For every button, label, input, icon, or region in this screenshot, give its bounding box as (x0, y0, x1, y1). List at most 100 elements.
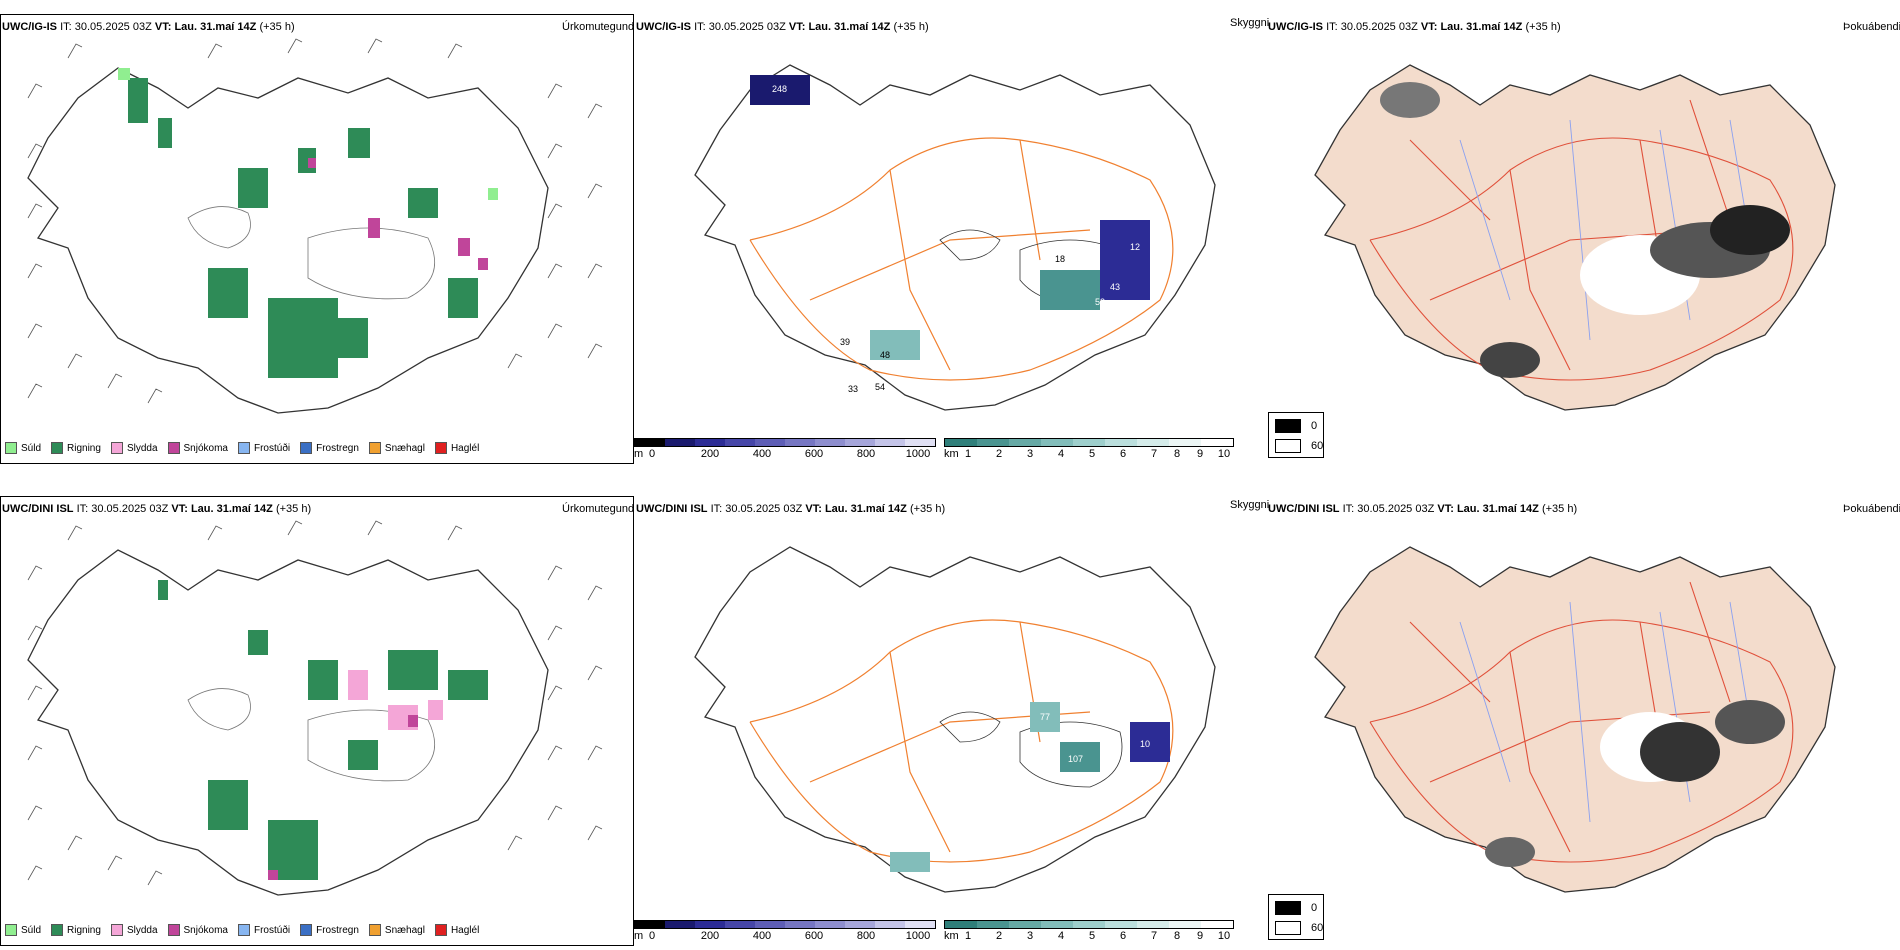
legend-item-frostudi: Frostúði (237, 442, 290, 454)
swatch-sudd-2 (5, 924, 17, 936)
panel-header-2b: UWC/DINI ISL IT: 30.05.2025 03Z VT: Lau.… (636, 503, 946, 515)
swatch-frostregn (300, 442, 313, 454)
vis-label-1-6: 39 (840, 337, 850, 347)
visibility-tick-2-2: 3 (1026, 930, 1034, 942)
cloudbase-ticks-1: m 0 200 400 600 800 1000 (634, 447, 936, 461)
legend-item-frostregn: Frostregn (300, 442, 359, 454)
wind-barbs-1 (27, 38, 603, 404)
precip-rain-areas-1 (128, 78, 478, 378)
swatch-frostregn-2 (300, 924, 313, 936)
swatch-frostudi-2 (237, 924, 250, 936)
swatch-haglel (434, 442, 447, 454)
visibility-tick-2-7: 8 (1173, 930, 1181, 942)
wind-barbs-2 (27, 520, 603, 886)
visibility-tick-1-3: 4 (1057, 448, 1065, 460)
legend-item-slydda: Slydda (110, 442, 158, 454)
vis-label-2-2: 10 (1140, 739, 1150, 749)
fog-map-1 (1314, 64, 1836, 411)
visibility-unit-1: km (944, 448, 959, 460)
cloud-title-2: Skyggni (1230, 499, 1270, 511)
swatch-sudd (5, 442, 17, 454)
swatch-snjokoma (167, 442, 180, 454)
swatch-snjokoma-2 (167, 924, 180, 936)
swatch-rigning (51, 442, 64, 454)
cloudbase-tick-1-3: 600 (804, 448, 824, 460)
cloudbase-tick-2-5: 1000 (905, 930, 931, 942)
swatch-snaehagl-2 (368, 924, 381, 936)
cloudbase-tick-1-4: 800 (856, 448, 876, 460)
precip-type-panel-1: Súld Rigning Slydda Snjókoma Frostúði Fr… (0, 14, 634, 464)
swatch-haglel-2 (434, 924, 447, 936)
cloudbase-ticks-2: m 0 200 400 600 800 1000 (634, 929, 936, 943)
cloudbase-tick-2-1: 200 (700, 930, 720, 942)
visibility-tick-2-5: 6 (1119, 930, 1127, 942)
precip-title-2: Úrkomutegund (562, 503, 635, 515)
visibility-tick-1-4: 5 (1088, 448, 1096, 460)
visibility-colorbar-2: km 1 2 3 4 5 6 7 8 9 10 (944, 920, 1234, 943)
low-visibility-areas-1 (750, 75, 1150, 360)
swatch-slydda (110, 442, 123, 454)
visibility-tick-2-4: 5 (1088, 930, 1096, 942)
precip-type-panel-2: Súld Rigning Slydda Snjókoma Frostúði Fr… (0, 496, 634, 946)
cloud-legend-row-white-1: 60 (1275, 439, 1323, 453)
legend-item-sudd-2: Súld (5, 924, 41, 936)
visibility-tick-1-5: 6 (1119, 448, 1127, 460)
cloudbase-tick-2-3: 600 (804, 930, 824, 942)
legend-item-snaehagl: Snæhagl (368, 442, 425, 454)
cloudbase-tick-1-2: 400 (752, 448, 772, 460)
visibility-ticks-1: km 1 2 3 4 5 6 7 8 9 10 (944, 447, 1234, 461)
precip-map-2 (27, 520, 603, 896)
cloud-swatch-black-2 (1275, 901, 1301, 915)
panel-header-2c: UWC/DINI ISL IT: 30.05.2025 03Z VT: Lau.… (1268, 503, 1578, 515)
visibility-value-labels-2: 77 107 10 (1040, 712, 1150, 764)
cloudbase-colorbar-1: m 0 200 400 600 800 1000 (634, 438, 936, 461)
precip-legend-1: Súld Rigning Slydda Snjókoma Frostúði Fr… (5, 442, 479, 454)
visibility-bar-2 (944, 920, 1234, 929)
cloudbase-tick-1-0: 0 (648, 448, 656, 460)
visibility-map-2: 77 107 10 (694, 546, 1216, 893)
visibility-value-labels-1: 248 18 43 53 12 59 39 48 33 54 (772, 84, 1140, 394)
swatch-snaehagl (368, 442, 381, 454)
precip-legend-2: Súld Rigning Slydda Snjókoma Frostúði Fr… (5, 924, 479, 936)
legend-item-snjokoma-2: Snjókoma (167, 924, 228, 936)
fog-map-2 (1314, 546, 1836, 893)
cloud-legend-row-black-1: 0 (1275, 419, 1317, 433)
legend-item-rigning: Rigning (51, 442, 101, 454)
precip-map-1 (27, 38, 603, 414)
visibility-tick-2-8: 9 (1196, 930, 1204, 942)
swatch-slydda-2 (110, 924, 123, 936)
visibility-tick-1-6: 7 (1150, 448, 1158, 460)
visibility-tick-1-7: 8 (1173, 448, 1181, 460)
legend-item-frostudi-2: Frostúði (237, 924, 290, 936)
cloudbase-tick-2-0: 0 (648, 930, 656, 942)
visibility-tick-2-1: 2 (995, 930, 1003, 942)
cloudbase-unit-2: m (634, 930, 644, 942)
vis-label-2-1: 107 (1068, 754, 1083, 764)
cloudbase-colorbar-2: m 0 200 400 600 800 1000 (634, 920, 936, 943)
legend-item-sudd: Súld (5, 442, 41, 454)
fog-areas-1 (1380, 82, 1790, 378)
cloud-swatch-white-1 (1275, 439, 1301, 453)
vis-label-1-9: 54 (875, 382, 885, 392)
low-visibility-areas-2 (890, 702, 1170, 872)
roads-1 (749, 137, 1174, 381)
vis-label-1-5: 59 (1080, 312, 1090, 322)
visibility-tick-1-0: 1 (964, 448, 972, 460)
iceland-outline-1 (27, 67, 549, 414)
cloud-legend-2: 0 60 (1268, 894, 1324, 940)
cloudbase-tick-1-1: 200 (700, 448, 720, 460)
glaciers-1 (187, 206, 436, 300)
visibility-tick-1-1: 2 (995, 448, 1003, 460)
visibility-tick-1-2: 3 (1026, 448, 1034, 460)
panel-header-1b: UWC/IG-IS IT: 30.05.2025 03Z VT: Lau. 31… (636, 21, 929, 33)
cloud-legend-1: 0 60 (1268, 412, 1324, 458)
iceland-outline-2 (694, 64, 1216, 411)
visibility-tick-2-6: 7 (1150, 930, 1158, 942)
fog-title-1: Þokuábendi (1843, 21, 1900, 33)
iceland-land-fog-1 (1314, 64, 1836, 411)
panel-header-2a: UWC/DINI ISL IT: 30.05.2025 03Z VT: Lau.… (2, 503, 312, 515)
cloudbase-tick-1-5: 1000 (905, 448, 931, 460)
precip-snow-areas-1 (308, 158, 488, 270)
iceland-land-fog-2 (1314, 546, 1836, 893)
visibility-bar-1 (944, 438, 1234, 447)
